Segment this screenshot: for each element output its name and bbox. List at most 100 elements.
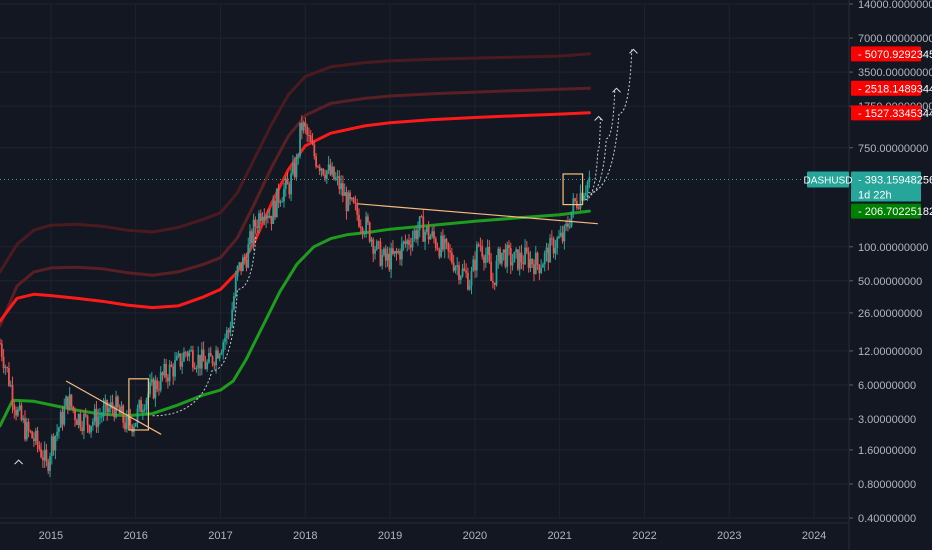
y-tick-label: 0.40000000 (858, 513, 916, 525)
candle-body (222, 342, 225, 353)
candle-body (56, 431, 59, 437)
candle-body (563, 226, 566, 242)
candle-body (372, 239, 375, 254)
candle-body (233, 296, 235, 310)
candle-body (97, 416, 100, 428)
candle-body (261, 216, 264, 222)
candle-body (408, 240, 410, 245)
candle-body (36, 430, 39, 446)
y-tick-label: 0.80000000 (858, 479, 916, 491)
candle-body (400, 243, 403, 260)
candle-body (95, 408, 98, 428)
candle-body (322, 168, 325, 175)
candle-body (354, 202, 357, 204)
y-tick-label: 50.00000000 (858, 276, 922, 288)
target-marker-2 (594, 115, 604, 121)
candle-body (350, 197, 353, 200)
candle-body (24, 418, 26, 440)
candle-body (0, 343, 3, 357)
candle-body (218, 354, 221, 359)
candle-body (284, 178, 287, 189)
price-tag-5 (851, 203, 921, 219)
candle-body (259, 213, 262, 222)
candle-body (324, 174, 326, 179)
candle-body (395, 251, 398, 254)
highlight-box-2 (562, 173, 584, 206)
candle-body (195, 367, 198, 369)
candle-body (108, 408, 110, 413)
candle-body (506, 245, 509, 267)
candle-body (129, 416, 132, 426)
candle-body (325, 170, 328, 179)
y-tick-label: 6.00000000 (858, 380, 916, 392)
candle-body (438, 249, 441, 257)
y-tick-label: 14000.00000000 (858, 0, 932, 11)
candle-body (574, 198, 576, 202)
candle-body (388, 253, 391, 270)
candle-body (58, 427, 60, 432)
x-tick-label: 2016 (123, 530, 147, 542)
candle-body (390, 248, 393, 270)
candle-body (204, 361, 207, 370)
candle-body (215, 350, 217, 366)
candle-body (370, 239, 373, 242)
candle-body (170, 364, 173, 367)
candle-body (402, 241, 405, 244)
y-tick-label: 12.00000000 (858, 346, 922, 358)
candle-body (567, 223, 569, 228)
candle-body (515, 249, 518, 252)
candle-body (536, 252, 539, 265)
candle-body (4, 367, 7, 369)
candle-body (334, 177, 337, 180)
candle-body (184, 352, 187, 354)
x-tick-label: 2018 (293, 530, 317, 542)
candle-body (522, 262, 525, 265)
candle-body (131, 425, 134, 433)
candle-body (102, 406, 105, 417)
countdown-label: 1d 22h (858, 190, 892, 202)
candle-body (363, 233, 366, 235)
candle-body (63, 406, 66, 425)
candle-body (500, 252, 503, 264)
candle-body (384, 248, 387, 261)
candle-body (45, 449, 48, 462)
candle-body (443, 238, 446, 250)
x-tick-label: 2017 (208, 530, 232, 542)
candle-body (554, 247, 557, 254)
y-tick-label: 1.60000000 (858, 445, 916, 457)
projection-path-1 (152, 233, 257, 417)
candle-body (241, 257, 244, 272)
candle-body (122, 405, 125, 423)
x-tick-label: 2023 (717, 530, 741, 542)
trend-line-1 (65, 380, 162, 435)
candle-body (120, 405, 123, 414)
candle-body (392, 248, 394, 254)
candle-body (116, 396, 119, 408)
candle-body (165, 363, 167, 378)
annotations-layer (0, 48, 849, 465)
candle-body (281, 201, 284, 203)
band-line-1 (0, 52, 591, 274)
candle-body (477, 244, 480, 246)
candle-body (383, 248, 385, 256)
candle-body (458, 265, 460, 280)
candle-body (225, 330, 228, 339)
candle-body (163, 363, 166, 376)
candle-body (568, 226, 571, 228)
candle-body (231, 309, 234, 328)
candle-body (447, 242, 450, 251)
candle-body (15, 410, 17, 416)
candle-body (54, 436, 57, 451)
candle-body (584, 192, 587, 196)
candle-body (311, 141, 314, 145)
candle-body (238, 262, 241, 267)
candle-body (497, 248, 500, 261)
countdown-box (851, 187, 921, 202)
candle-body (181, 361, 184, 367)
candle-body (504, 249, 507, 267)
candle-body (115, 396, 117, 418)
candle-body (254, 219, 257, 227)
candle-body (331, 166, 334, 175)
x-tick-label: 2015 (39, 530, 63, 542)
